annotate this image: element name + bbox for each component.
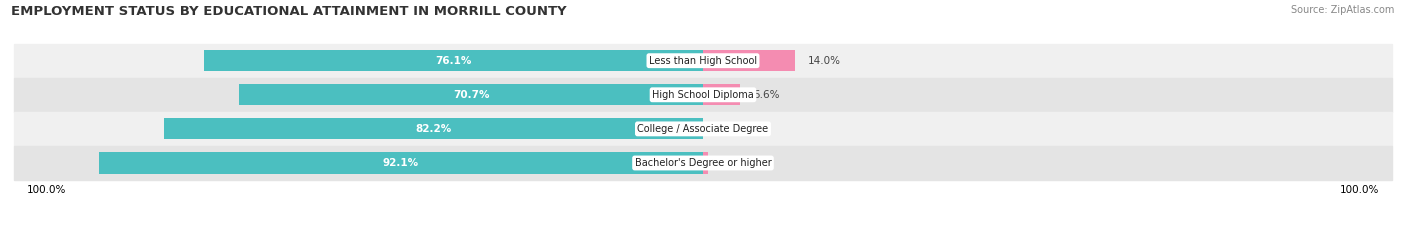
Text: 70.7%: 70.7% [453, 90, 489, 100]
Bar [163, 118, 703, 140]
Legend: In Labor Force, Unemployed: In Labor Force, Unemployed [610, 231, 796, 233]
Bar [98, 152, 703, 174]
Bar [703, 84, 740, 105]
Bar [14, 146, 1392, 180]
Bar [703, 50, 794, 71]
Bar [14, 112, 1392, 146]
Text: Source: ZipAtlas.com: Source: ZipAtlas.com [1291, 5, 1395, 15]
Text: College / Associate Degree: College / Associate Degree [637, 124, 769, 134]
Text: 14.0%: 14.0% [808, 56, 841, 66]
Text: Less than High School: Less than High School [650, 56, 756, 66]
Text: High School Diploma: High School Diploma [652, 90, 754, 100]
Text: 92.1%: 92.1% [382, 158, 419, 168]
Text: EMPLOYMENT STATUS BY EDUCATIONAL ATTAINMENT IN MORRILL COUNTY: EMPLOYMENT STATUS BY EDUCATIONAL ATTAINM… [11, 5, 567, 18]
Bar [204, 50, 703, 71]
Bar [14, 78, 1392, 112]
Text: 82.2%: 82.2% [415, 124, 451, 134]
Text: Bachelor's Degree or higher: Bachelor's Degree or higher [634, 158, 772, 168]
Text: 76.1%: 76.1% [434, 56, 471, 66]
Text: 5.6%: 5.6% [752, 90, 779, 100]
Bar [239, 84, 703, 105]
Text: 0.0%: 0.0% [716, 124, 742, 134]
Bar [703, 152, 707, 174]
Bar [14, 44, 1392, 78]
Text: 0.7%: 0.7% [721, 158, 747, 168]
